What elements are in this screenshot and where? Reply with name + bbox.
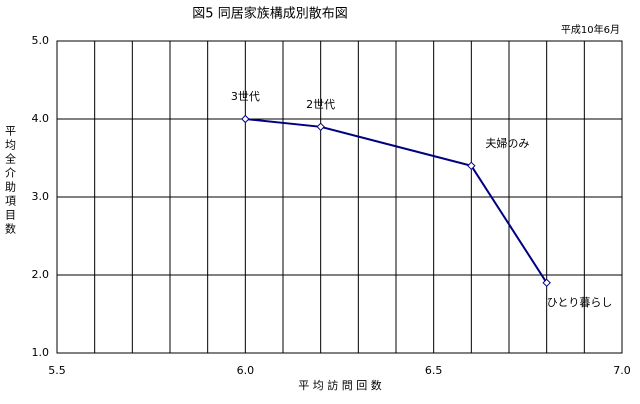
y-tick-label: 4.0 xyxy=(32,112,50,125)
x-tick-label: 6.5 xyxy=(425,364,443,377)
data-point xyxy=(241,114,250,124)
point-label: 夫婦のみ xyxy=(485,136,529,150)
data-point xyxy=(316,122,325,132)
point-label: ひとり暮らし xyxy=(547,295,613,309)
y-tick-label: 3.0 xyxy=(32,190,50,203)
chart-title: 図5 同居家族構成別散布図 xyxy=(192,6,347,22)
y-tick-label: 1.0 xyxy=(32,346,50,359)
x-tick-label: 6.0 xyxy=(237,364,255,377)
data-line xyxy=(245,118,548,284)
data-point xyxy=(542,278,551,288)
y-tick-label: 5.0 xyxy=(32,34,50,47)
y-tick-label: 2.0 xyxy=(32,268,50,281)
x-tick-label: 7.0 xyxy=(613,364,631,377)
data-point xyxy=(467,161,476,171)
x-axis-label: 平 均 訪 問 回 数 xyxy=(298,378,381,392)
x-tick-label: 5.5 xyxy=(48,364,66,377)
point-label: 2世代 xyxy=(306,98,335,111)
y-axis-label: 平均全介助項目数 xyxy=(4,125,17,237)
chart-subtitle: 平成10年6月 xyxy=(561,23,620,36)
point-label: 3世代 xyxy=(231,90,260,103)
